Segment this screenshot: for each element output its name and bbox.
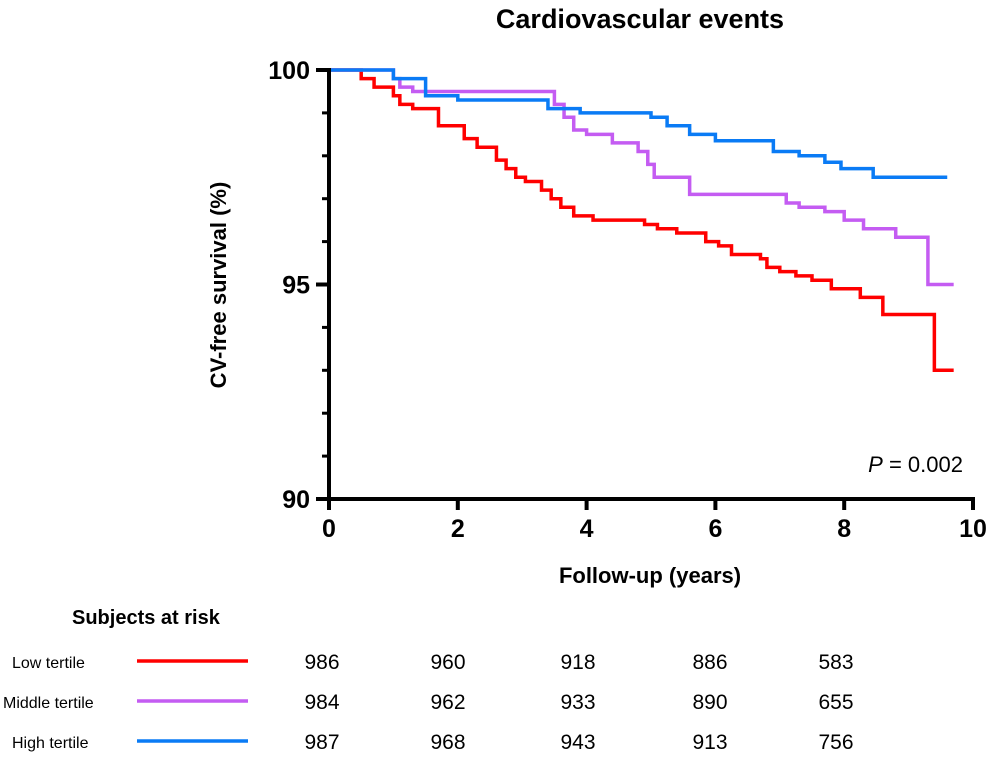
x-tick-label: 6: [708, 515, 722, 543]
axis-ticks: 0 2 4 6 8 10 90 95 100: [268, 57, 987, 543]
curve-middle-tertile: [329, 68, 954, 287]
risk-row-label: Middle tertile: [3, 695, 94, 712]
chart-title: Cardiovascular events: [496, 4, 784, 34]
x-tick-label: 10: [959, 515, 987, 543]
x-tick-label: 2: [451, 515, 465, 543]
curve-high-tertile: [329, 68, 948, 179]
risk-row-label: Low tertile: [12, 655, 85, 672]
risk-table: Low tertile 986 960 918 886 583 Middle tertile…: [3, 651, 854, 754]
risk-count: 655: [818, 691, 853, 714]
y-tick-label: 95: [282, 272, 310, 300]
risk-count: 933: [560, 691, 595, 714]
y-tick-label: 100: [268, 57, 310, 85]
risk-count: 913: [692, 731, 727, 754]
risk-count: 962: [430, 691, 465, 714]
x-tick-label: 8: [837, 515, 851, 543]
risk-count: 984: [304, 691, 339, 714]
risk-table-title: Subjects at risk: [72, 607, 221, 629]
x-tick-label: 0: [322, 515, 336, 543]
y-tick-label: 90: [282, 486, 310, 514]
curve-low-tertile: [329, 68, 954, 373]
risk-count: 943: [560, 731, 595, 754]
survival-curves: [329, 68, 954, 373]
risk-count: 890: [692, 691, 727, 714]
risk-count: 886: [692, 651, 727, 674]
x-tick-label: 4: [580, 515, 594, 543]
risk-count: 583: [818, 651, 853, 674]
p-label: P: [868, 452, 883, 477]
p-value-annotation: P = 0.002: [868, 452, 963, 477]
risk-count: 756: [818, 731, 853, 754]
risk-count: 986: [304, 651, 339, 674]
risk-count: 968: [430, 731, 465, 754]
risk-count: 987: [304, 731, 339, 754]
y-axis-label: CV-free survival (%): [206, 182, 231, 389]
risk-count: 960: [430, 651, 465, 674]
risk-count: 918: [560, 651, 595, 674]
risk-row-label: High tertile: [12, 735, 89, 752]
p-value: = 0.002: [883, 452, 963, 477]
x-axis-label: Follow-up (years): [559, 563, 741, 588]
